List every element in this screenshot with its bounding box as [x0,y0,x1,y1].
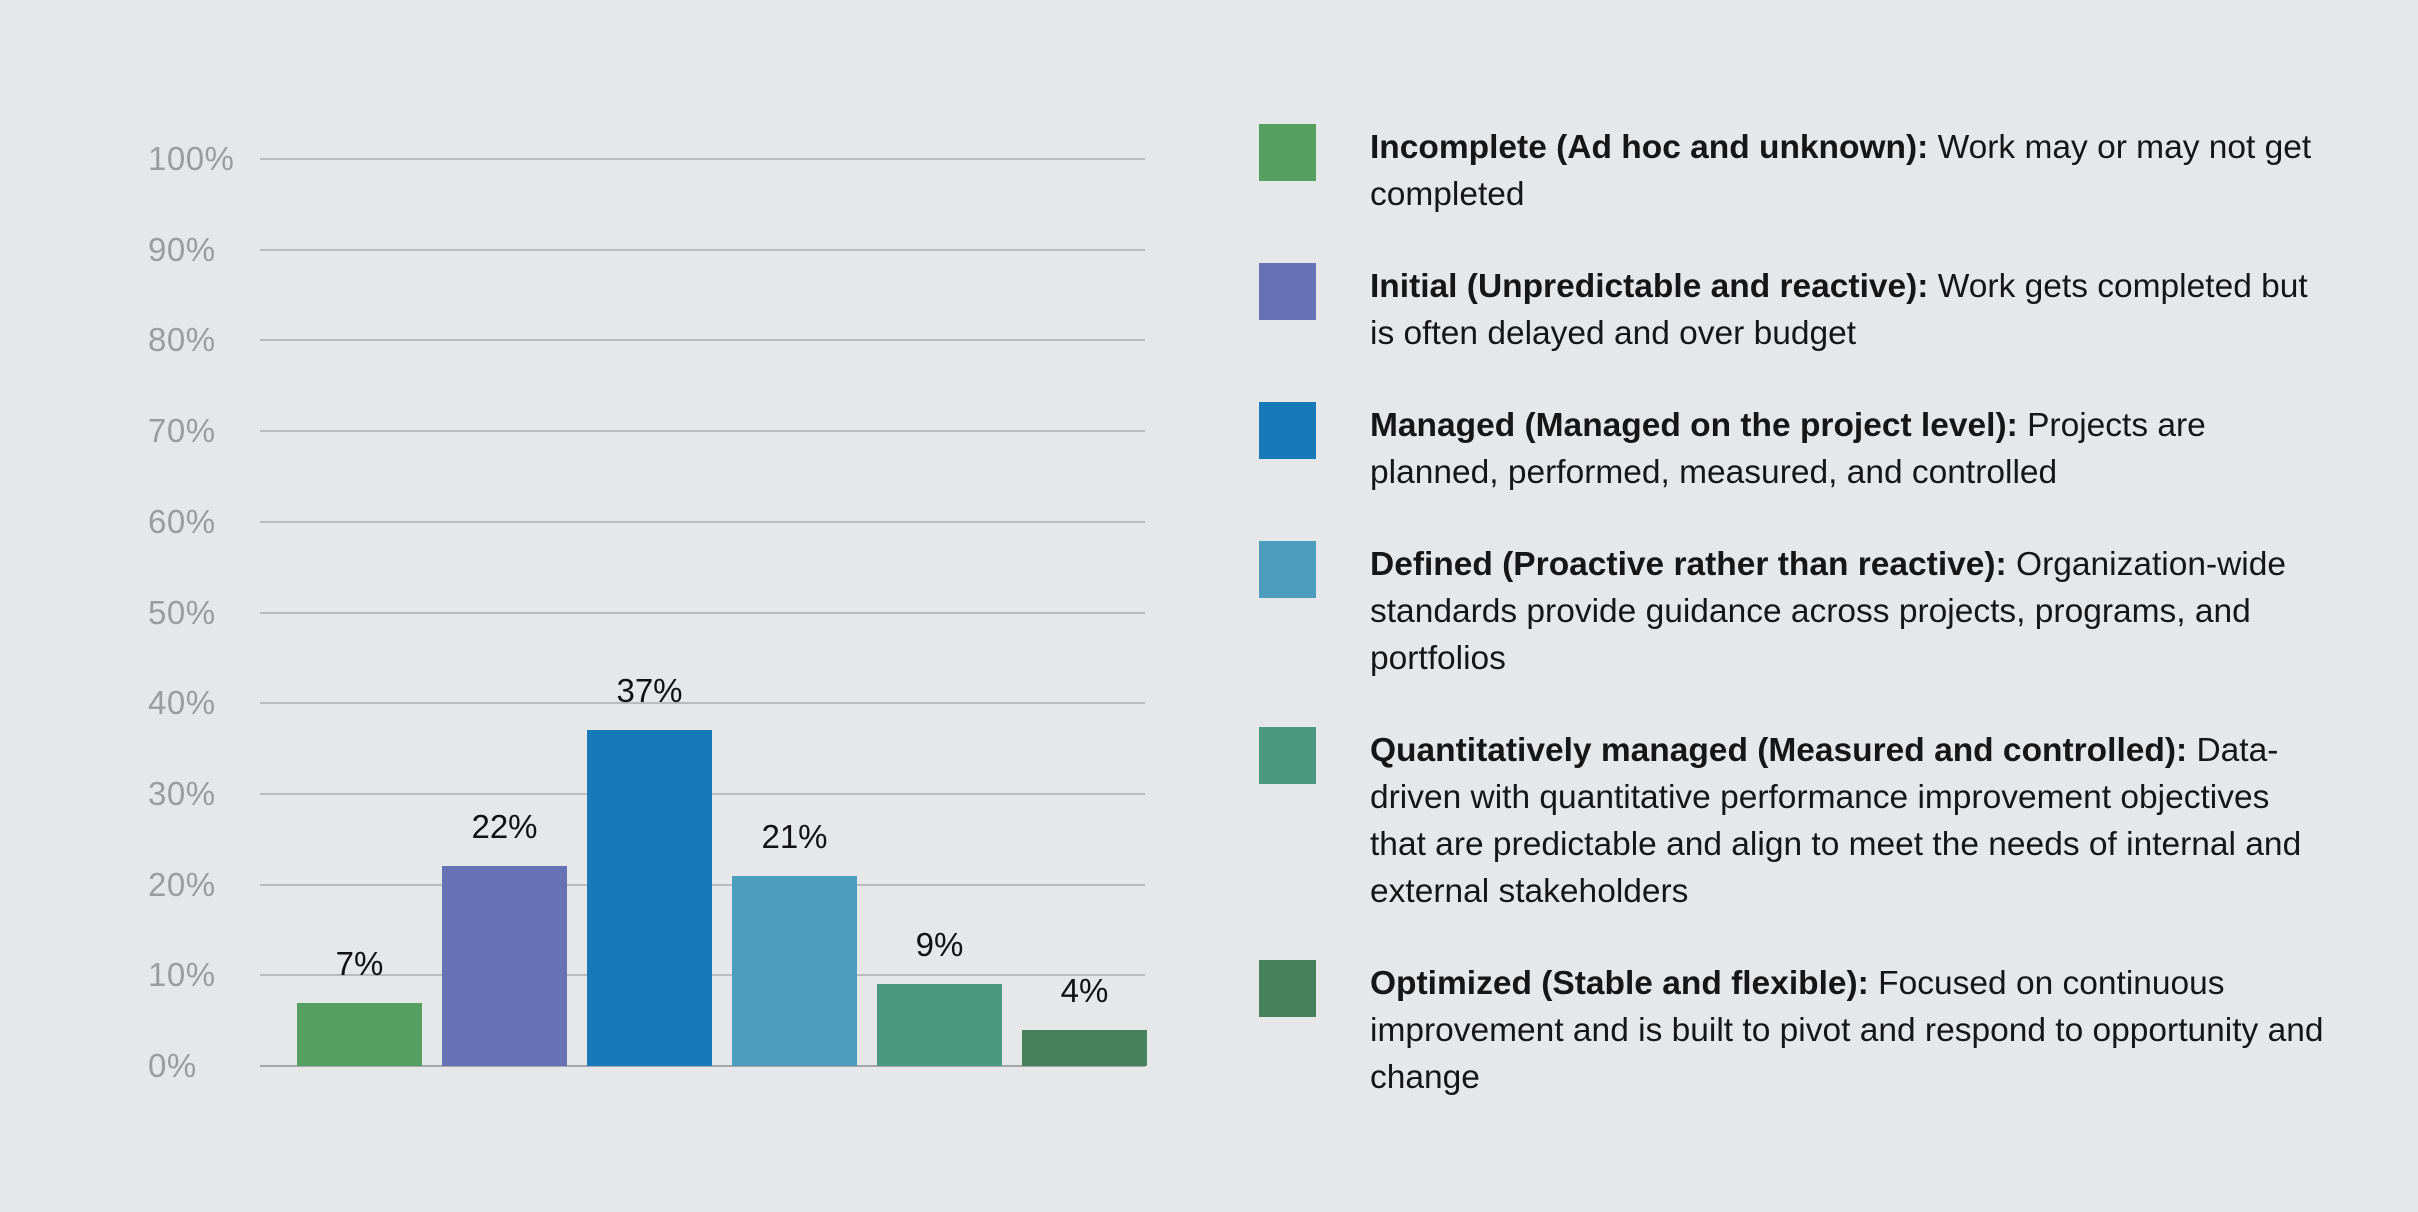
legend-term: Defined (Proactive rather than reactive)… [1370,546,2007,583]
legend-description: Data-driven with quantitative performanc… [1370,732,2302,910]
legend-term: Quantitatively managed (Measured and con… [1370,732,2188,769]
bar [442,866,567,1066]
legend-swatch [1259,541,1316,598]
chart-legend: Incomplete (Ad hoc and unknown): Work ma… [1259,124,2334,1146]
bar [877,984,1002,1066]
y-axis-tick-label: 70% [148,412,216,450]
y-axis-tick-label: 90% [148,230,216,268]
y-axis-tick-label: 60% [148,502,216,540]
legend-text: Defined (Proactive rather than reactive)… [1370,541,2328,682]
gridline-40 [260,702,1145,705]
gridline-70 [260,430,1145,433]
y-axis-tick-label: 80% [148,321,216,359]
legend-swatch [1259,402,1316,459]
bar [297,1002,422,1066]
legend-text: Incomplete (Ad hoc and unknown): Work ma… [1370,124,2328,218]
legend-description: Organization-wide standards provide guid… [1370,546,2287,677]
legend-text: Managed (Managed on the project level): … [1370,402,2328,496]
y-axis-tick-label: 40% [148,684,216,722]
legend-text: Optimized (Stable and flexible): Focused… [1370,960,2328,1101]
legend-description: Focused on continuous improvement and is… [1370,965,2324,1096]
legend-swatch [1259,124,1316,181]
legend-item-2: Initial (Unpredictable and reactive): Wo… [1259,263,2334,357]
legend-item-6: Optimized (Stable and flexible): Focused… [1259,960,2334,1101]
legend-swatch [1259,960,1316,1017]
gridline-100 [260,158,1145,160]
bar-group-3: 37% [587,672,712,1066]
gridline-90 [260,248,1145,251]
bar [732,875,857,1066]
bar [587,730,712,1066]
legend-swatch [1259,263,1316,320]
legend-text: Initial (Unpredictable and reactive): Wo… [1370,263,2328,357]
y-axis-tick-label: 30% [148,774,216,812]
gridline-0 [260,1065,1145,1067]
bar-value-label: 7% [335,944,384,982]
bar-value-label: 9% [915,926,964,964]
legend-term: Optimized (Stable and flexible): [1370,965,1869,1002]
gridline-80 [260,339,1145,342]
y-axis-tick-label: 0% [148,1047,197,1084]
bar-group-1: 7% [297,945,422,1066]
legend-description: Work gets completed but is often delayed… [1370,268,2308,352]
legend-item-4: Defined (Proactive rather than reactive)… [1259,541,2334,682]
legend-text: Quantitatively managed (Measured and con… [1370,727,2328,915]
legend-swatch [1259,727,1316,784]
bar-group-4: 21% [732,818,857,1066]
legend-term: Initial (Unpredictable and reactive): [1370,268,1929,305]
bar-value-label: 21% [761,817,828,855]
legend-item-5: Quantitatively managed (Measured and con… [1259,727,2334,915]
gridline-60 [260,520,1145,523]
y-axis-tick-label: 50% [148,593,216,631]
legend-item-3: Managed (Managed on the project level): … [1259,402,2334,496]
bar-value-label: 22% [471,808,538,846]
bar-value-label: 37% [616,672,683,710]
y-axis-tick-label: 100% [148,140,235,177]
legend-description: Work may or may not get completed [1370,129,2312,213]
bar-chart-plot-area: 0% 10% 20% 30% 40% 50% 60% 70% 80% 90% 100% 7% 22% 3… [148,140,1147,1084]
legend-item-1: Incomplete (Ad hoc and unknown): Work ma… [1259,124,2334,218]
bar-series: 7% 22% 37% 21% 9% 4% [297,159,1147,1066]
bar [1022,1029,1147,1066]
legend-description: Projects are planned, performed, measure… [1370,407,2206,491]
bar-group-6: 4% [1022,972,1147,1066]
legend-term: Incomplete (Ad hoc and unknown): [1370,129,1929,166]
bar-value-label: 4% [1060,971,1109,1009]
bar-group-2: 22% [442,808,567,1066]
legend-term: Managed (Managed on the project level): [1370,407,2018,444]
bar-group-5: 9% [877,926,1002,1066]
y-axis-tick-label: 10% [148,956,216,994]
gridline-50 [260,611,1145,614]
y-axis-tick-label: 20% [148,865,216,903]
